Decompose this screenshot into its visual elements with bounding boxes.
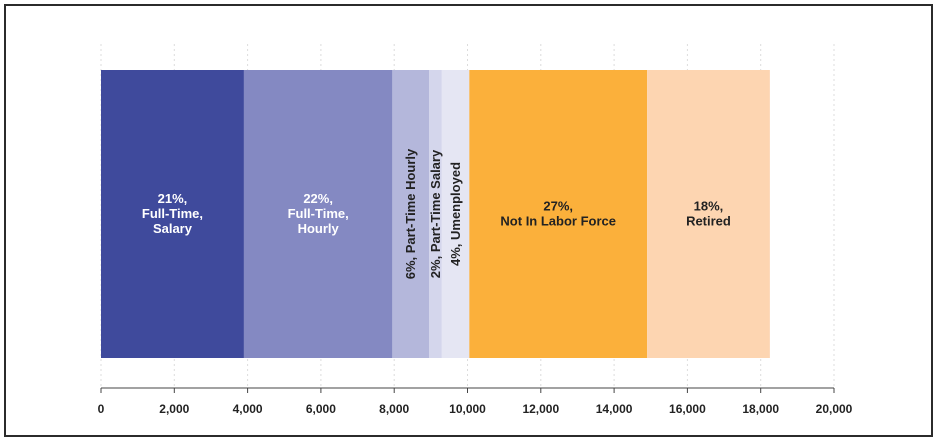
segment-label-line: Not In Labor Force (500, 214, 616, 229)
segment-label-line: Full-Time, (288, 206, 349, 221)
segment-label-line: Full-Time, (142, 206, 203, 221)
segment-label: 18%, Retired (686, 199, 731, 229)
bar-segment (392, 70, 430, 358)
bar-segment (243, 70, 393, 358)
bar-segments (101, 70, 770, 358)
segment-label-line: Salary (153, 221, 193, 236)
bar-segment (469, 70, 648, 358)
x-tick-label: 0 (98, 402, 105, 416)
bar-segment (441, 70, 470, 358)
x-tick-label: 8,000 (379, 402, 409, 416)
segment-label: 6%, Part-Time Hourly (403, 148, 418, 279)
x-tick-label: 16,000 (669, 402, 706, 416)
x-tick-label: 12,000 (522, 402, 559, 416)
segment-label: 27%, Not In Labor Force (500, 199, 616, 229)
x-tick-label: 18,000 (742, 402, 779, 416)
segment-label-line: 21%, (158, 191, 188, 206)
x-tick-label: 4,000 (233, 402, 263, 416)
bar-segment (429, 70, 442, 358)
x-tick-label: 6,000 (306, 402, 336, 416)
x-axis: 0 2,000 4,000 6,000 8,000 10,000 12,000 14,000 1… (98, 387, 853, 416)
segment-label-line: Retired (686, 214, 731, 229)
segment-label: 2%, Part-Time Salary (428, 149, 443, 278)
segment-label-line: 22%, (303, 191, 333, 206)
x-tick-label: 20,000 (816, 402, 853, 416)
segment-label: 21%, Full-Time, Salary (142, 191, 203, 236)
segment-label-line: 27%, (543, 199, 573, 214)
x-tick-label: 10,000 (449, 402, 486, 416)
segment-label: 4%, Umenployed (448, 162, 463, 266)
segment-label: 22%, Full-Time, Hourly (288, 191, 349, 236)
bar-segment (647, 70, 770, 358)
x-tick-label: 2,000 (159, 402, 189, 416)
segment-label-line: 18%, (694, 199, 724, 214)
segment-label-line: Hourly (298, 221, 340, 236)
x-tick-label: 14,000 (596, 402, 633, 416)
bar-segment (101, 70, 244, 358)
